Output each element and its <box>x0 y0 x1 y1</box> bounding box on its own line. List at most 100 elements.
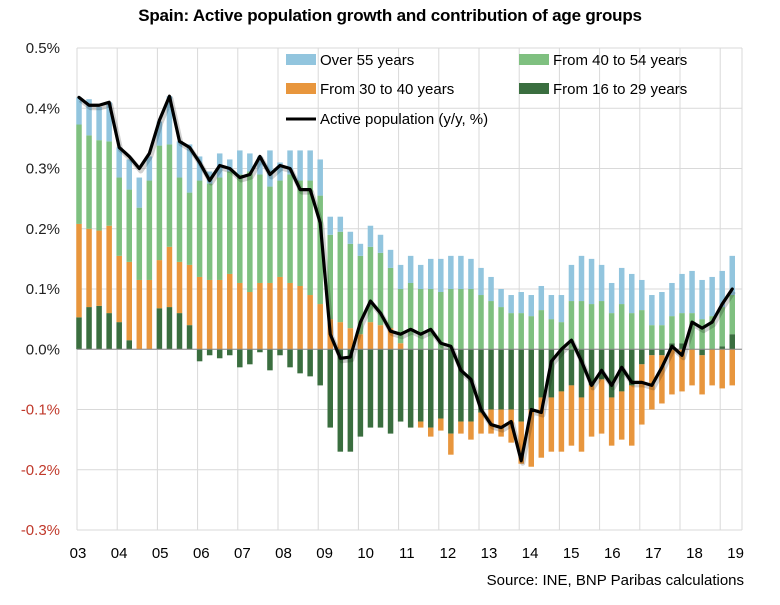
bar-from30to40 <box>216 279 223 350</box>
bar-from40to54 <box>729 295 735 335</box>
bar-from30to40 <box>287 282 293 350</box>
bar-over55 <box>699 279 705 320</box>
bar-from30to40 <box>548 397 555 452</box>
bar-from40to54 <box>629 313 635 350</box>
bar-over55 <box>639 279 645 311</box>
bar-from30to40 <box>568 385 575 446</box>
bar-from16to29 <box>478 349 484 413</box>
bar-over55 <box>478 267 484 296</box>
x-tick-label: 07 <box>234 545 251 562</box>
bar-from40to54 <box>297 180 303 286</box>
bar-over55 <box>568 264 575 302</box>
x-tick-label: 18 <box>686 545 703 562</box>
bar-from16to29 <box>417 349 424 422</box>
bar-from40to54 <box>216 177 223 280</box>
bar-from30to40 <box>116 255 122 323</box>
bar-over55 <box>397 264 404 289</box>
bar-from30to40 <box>186 264 193 326</box>
bar-over55 <box>608 282 615 314</box>
x-tick-label: 15 <box>563 545 580 562</box>
bar-from16to29 <box>538 349 545 398</box>
bar-from30to40 <box>247 292 253 350</box>
bar-from30to40 <box>488 409 494 434</box>
legend-label-from40to54: From 40 to 54 years <box>553 52 687 69</box>
bar-over55 <box>227 159 233 172</box>
bar-over55 <box>438 258 444 293</box>
bar-from30to40 <box>237 282 243 350</box>
bar-from16to29 <box>297 349 303 374</box>
bar-from16to29 <box>639 349 645 365</box>
bar-from16to29 <box>608 349 615 398</box>
bar-from40to54 <box>588 304 595 350</box>
bar-over55 <box>337 216 344 232</box>
bar-over55 <box>538 285 545 311</box>
bar-from16to29 <box>237 349 243 368</box>
bar-from16to29 <box>578 349 585 398</box>
bar-from30to40 <box>96 230 102 306</box>
bar-from16to29 <box>377 349 384 428</box>
bar-over55 <box>488 276 494 302</box>
bar-from16to29 <box>76 317 82 350</box>
bar-over55 <box>548 295 555 320</box>
bar-from16to29 <box>407 349 414 428</box>
x-tick-label: 13 <box>481 545 498 562</box>
y-tick-label: -0.3% <box>21 522 60 539</box>
bar-from16to29 <box>156 308 163 350</box>
bar-from30to40 <box>387 328 394 350</box>
bar-from40to54 <box>669 316 675 344</box>
bar-from40to54 <box>106 141 112 226</box>
bar-from40to54 <box>86 135 92 229</box>
bar-over55 <box>448 255 454 289</box>
bar-from40to54 <box>528 316 534 350</box>
bar-from30to40 <box>227 273 233 350</box>
bar-from30to40 <box>166 246 173 308</box>
bar-from16to29 <box>428 349 434 428</box>
bar-from16to29 <box>186 325 193 350</box>
bar-from40to54 <box>247 171 253 293</box>
bar-from30to40 <box>518 421 524 464</box>
bar-from30to40 <box>267 282 273 350</box>
bar-from40to54 <box>719 307 725 347</box>
bar-from30to40 <box>498 409 504 437</box>
bar-from40to54 <box>699 319 705 350</box>
bar-from16to29 <box>357 349 364 437</box>
bar-from16to29 <box>598 349 605 380</box>
bar-from16to29 <box>649 349 655 356</box>
bar-over55 <box>136 177 143 208</box>
bar-from16to29 <box>458 349 464 422</box>
bar-from30to40 <box>689 349 695 386</box>
bar-from30to40 <box>578 397 585 452</box>
bar-from40to54 <box>146 180 153 280</box>
bar-from40to54 <box>639 310 645 350</box>
bar-from40to54 <box>257 174 263 283</box>
bar-from40to54 <box>116 177 122 256</box>
bar-over55 <box>468 258 474 289</box>
bar-over55 <box>428 258 434 289</box>
bar-from40to54 <box>176 177 183 262</box>
bar-from30to40 <box>458 421 464 434</box>
bar-from40to54 <box>649 325 655 350</box>
bar-from40to54 <box>448 289 454 350</box>
bar-from40to54 <box>428 289 434 350</box>
bar-over55 <box>347 231 354 244</box>
bar-from16to29 <box>267 349 273 371</box>
bar-from40to54 <box>96 140 102 231</box>
bar-over55 <box>76 97 82 125</box>
bar-over55 <box>709 276 715 317</box>
bar-from30to40 <box>468 421 474 440</box>
bar-from16to29 <box>699 349 705 356</box>
bar-from30to40 <box>538 397 545 458</box>
bar-from30to40 <box>639 364 645 425</box>
bar-from16to29 <box>468 349 474 422</box>
x-tick-label: 04 <box>111 545 128 562</box>
bar-over55 <box>458 255 464 289</box>
bar-over55 <box>317 159 323 196</box>
bar-from30to40 <box>528 409 534 467</box>
y-tick-label: -0.1% <box>21 402 60 419</box>
x-tick-label: 03 <box>70 545 87 562</box>
bar-from16to29 <box>448 349 454 434</box>
bar-over55 <box>156 121 163 146</box>
bar-over55 <box>146 156 153 181</box>
bar-from16to29 <box>679 343 685 350</box>
bar-from40to54 <box>659 325 665 350</box>
